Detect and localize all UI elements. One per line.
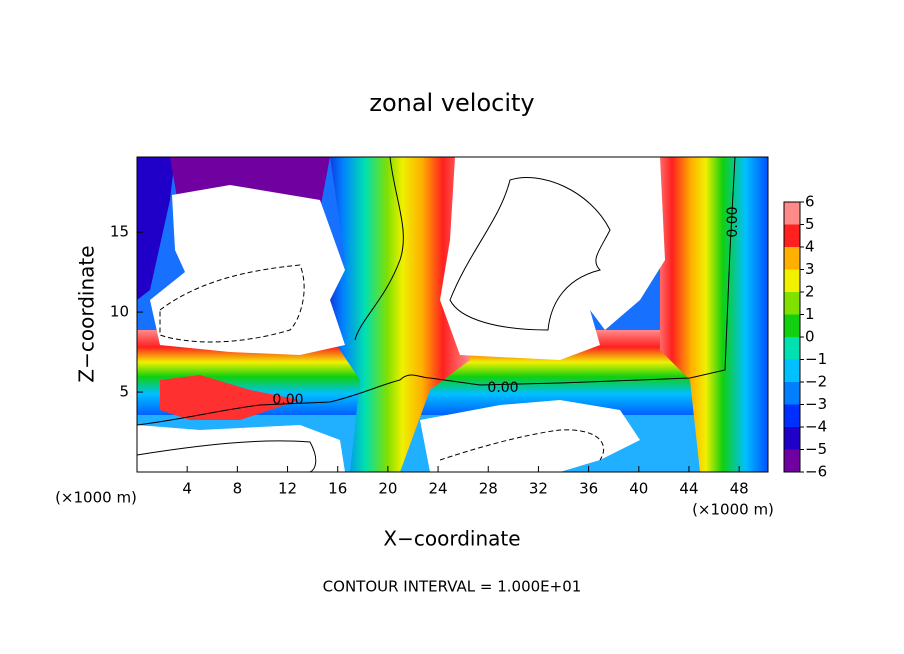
colorbar-band — [784, 224, 800, 247]
colorbar-label: 5 — [805, 215, 815, 233]
colorbar-band — [784, 359, 800, 382]
colorbar-label: −5 — [805, 440, 827, 458]
colorbar-label: 6 — [805, 193, 815, 211]
colorbar-label: 1 — [805, 305, 815, 323]
field-blank — [440, 157, 665, 360]
colorbar-label: 2 — [805, 283, 815, 301]
field-blank — [137, 425, 345, 472]
colorbar-band — [784, 202, 800, 225]
x-tick-label: 4 — [182, 480, 192, 498]
x-tick-label: 20 — [378, 480, 397, 498]
x-unit: (×1000 m) — [692, 501, 774, 519]
contour-label: 0.00 — [487, 380, 518, 396]
chart-title: zonal velocity — [369, 89, 534, 117]
colorbar-label: 3 — [805, 260, 815, 278]
colorbar-band — [784, 449, 800, 472]
colorbar-band — [784, 382, 800, 405]
colorbar-band — [784, 314, 800, 337]
y-tick-label: 15 — [110, 223, 129, 241]
x-tick-label: 12 — [278, 480, 297, 498]
colorbar-band — [784, 337, 800, 360]
x-tick-label: 36 — [579, 480, 598, 498]
field — [137, 157, 768, 472]
colorbar-band — [784, 427, 800, 450]
contour-label: 0.00 — [272, 392, 303, 408]
x-tick-label: 16 — [328, 480, 347, 498]
x-axis-label: X−coordinate — [383, 527, 520, 551]
y-tick-label: 5 — [119, 383, 129, 401]
y-unit: (×1000 m) — [55, 489, 137, 507]
x-tick-label: 44 — [679, 480, 698, 498]
colorbar-label: −4 — [805, 418, 827, 436]
field-band — [320, 157, 470, 472]
x-tick-label: 8 — [233, 480, 243, 498]
plot-frame — [136, 156, 769, 473]
colorbar-label: −6 — [805, 463, 827, 481]
field-band — [655, 157, 768, 472]
colorbar-label: 4 — [805, 238, 815, 256]
field-band — [137, 157, 175, 300]
colorbar-band — [784, 404, 800, 427]
x-tick-label: 48 — [730, 480, 749, 498]
colorbar-band — [784, 269, 800, 292]
field-blank — [150, 185, 345, 355]
x-tick-label: 40 — [629, 480, 648, 498]
colorbar-label: −2 — [805, 373, 827, 391]
contour-lines — [137, 157, 736, 472]
x-tick-label: 28 — [479, 480, 498, 498]
field-blank — [420, 400, 640, 472]
note: CONTOUR INTERVAL = 1.000E+01 — [323, 578, 582, 596]
x-tick-label: 32 — [529, 480, 548, 498]
colorbar-band — [784, 292, 800, 315]
x-tick-label: 24 — [429, 480, 448, 498]
y-axis-label: Z−coordinate — [75, 245, 99, 382]
colorbar-label: 0 — [805, 328, 815, 346]
contour-label: 0.00 — [725, 206, 741, 237]
colorbar-band — [784, 247, 800, 270]
field-band — [160, 375, 300, 420]
colorbar-label: −1 — [805, 350, 827, 368]
y-tick-label: 10 — [110, 303, 129, 321]
colorbar-label: −3 — [805, 395, 827, 413]
